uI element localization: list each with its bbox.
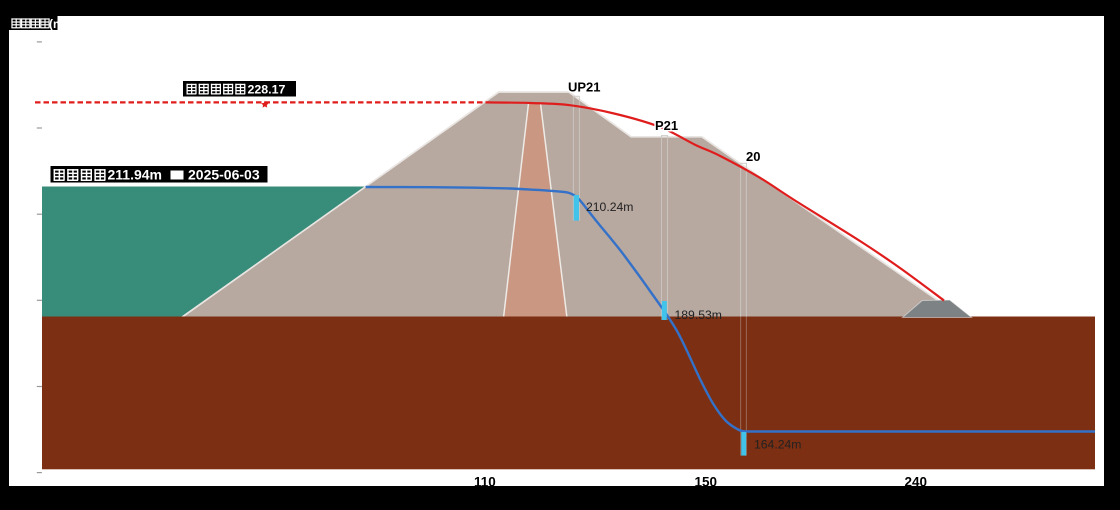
- svg-text:228.17: 228.17: [248, 82, 286, 96]
- svg-text:(m): (m): [49, 17, 68, 31]
- svg-text:20: 20: [746, 149, 760, 164]
- svg-text:2025-06-03: 2025-06-03: [188, 167, 260, 183]
- svg-text:189.53m: 189.53m: [675, 308, 722, 322]
- svg-text:110: 110: [474, 475, 496, 490]
- svg-text:P21: P21: [655, 118, 678, 133]
- svg-text:164.24m: 164.24m: [754, 437, 801, 451]
- svg-text:240: 240: [905, 475, 928, 490]
- svg-text:210.24m: 210.24m: [586, 200, 633, 214]
- svg-text:211.94m: 211.94m: [108, 167, 163, 183]
- svg-text:UP21: UP21: [568, 80, 601, 95]
- svg-text:150: 150: [695, 475, 718, 490]
